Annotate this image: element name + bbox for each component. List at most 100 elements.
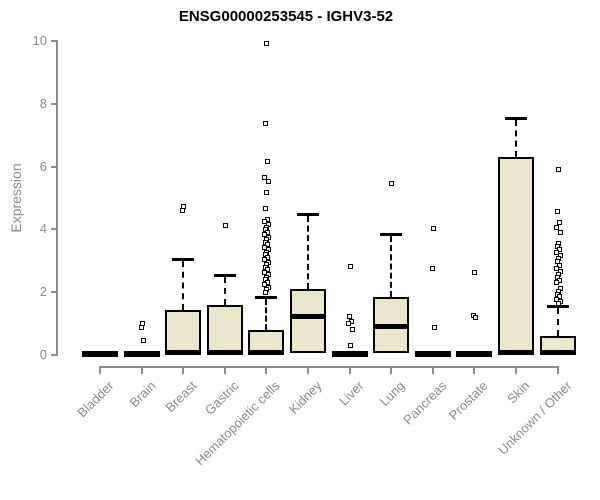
whisker [265, 299, 268, 330]
outlier-point [556, 247, 562, 252]
outlier-point [262, 219, 268, 224]
x-tick [348, 366, 351, 374]
outlier-point [553, 250, 559, 255]
outlier-point [180, 208, 186, 213]
x-tick [431, 366, 434, 374]
y-tick [51, 354, 56, 356]
y-axis-line [56, 40, 58, 356]
y-tick-label: 2 [39, 284, 47, 300]
x-tick [515, 366, 517, 374]
whisker-cap [297, 213, 319, 216]
outlier-point [555, 167, 561, 172]
outlier-point [140, 338, 146, 343]
flat-box [456, 351, 493, 357]
outlier-point [430, 226, 436, 231]
outlier-point [556, 294, 562, 299]
outlier-point [556, 263, 562, 268]
outlier-point [263, 290, 269, 295]
whisker-cap [172, 258, 195, 261]
outlier-point [265, 267, 271, 272]
y-tick [51, 102, 56, 105]
x-tick [473, 366, 476, 374]
outlier-point [262, 282, 268, 287]
whisker [223, 277, 226, 305]
outlier-point [265, 242, 271, 247]
whisker [182, 261, 185, 310]
whisker-cap [380, 233, 403, 236]
x-tick [223, 366, 226, 374]
box [206, 305, 243, 354]
outlier-point [349, 327, 355, 332]
outlier-point [346, 314, 352, 319]
whisker [390, 236, 393, 297]
outlier-point [264, 41, 270, 46]
median-line [290, 314, 326, 319]
outlier-point [553, 225, 559, 230]
outlier-point [266, 179, 272, 184]
x-axis-line [99, 366, 559, 368]
y-tick [51, 291, 56, 294]
median-line [498, 350, 534, 355]
flat-box [123, 351, 160, 357]
outlier-point [553, 266, 559, 271]
whisker-cap [505, 117, 527, 120]
outlier-point [389, 181, 395, 186]
x-tick [140, 366, 143, 374]
outlier-point [553, 280, 559, 285]
outlier-point [347, 343, 353, 348]
y-tick-label: 10 [32, 33, 47, 48]
flat-box [82, 351, 118, 357]
median-line [206, 350, 243, 355]
outlier-point [262, 175, 268, 180]
outlier-point [263, 121, 269, 126]
whisker-cap [213, 274, 236, 277]
outlier-point [429, 266, 435, 271]
outlier-point [262, 232, 268, 237]
whisker [307, 216, 309, 289]
outlier-point [345, 321, 351, 326]
outlier-point [222, 223, 228, 228]
median-line [248, 350, 285, 355]
y-tick [51, 228, 56, 231]
outlier-point [557, 230, 563, 235]
box [165, 310, 202, 354]
outlier-point [556, 220, 562, 225]
x-tick [307, 366, 309, 374]
median-line [373, 324, 410, 329]
whisker-cap [255, 296, 278, 299]
whisker [556, 308, 559, 336]
y-axis-label: Expression [8, 163, 24, 233]
median-line [165, 350, 202, 355]
outlier-point [138, 325, 144, 330]
outlier-point [431, 325, 437, 330]
outlier-point [472, 270, 478, 275]
whisker [515, 120, 517, 157]
chart-title: ENSG00000253545 - IGHV3-52 [178, 8, 394, 25]
whisker-cap [546, 305, 569, 308]
y-tick [51, 40, 56, 42]
x-tick [390, 366, 393, 374]
outlier-point [347, 264, 353, 269]
x-tick [182, 366, 185, 374]
flat-box [331, 351, 368, 357]
outlier-point [473, 315, 479, 320]
outlier-point [262, 257, 268, 262]
median-line [539, 350, 576, 355]
y-tick-label: 6 [39, 158, 47, 174]
x-tick [556, 366, 559, 374]
y-tick-label: 0 [39, 347, 47, 362]
outlier-point [264, 190, 270, 195]
flat-box [414, 351, 451, 357]
outlier-point [555, 301, 561, 306]
box [498, 157, 534, 354]
y-tick-label: 8 [39, 95, 47, 111]
y-tick [51, 165, 56, 168]
outlier-point [265, 159, 271, 164]
y-tick-label: 4 [39, 221, 47, 237]
outlier-point [263, 206, 269, 211]
x-tick [265, 366, 268, 374]
x-tick [99, 366, 101, 374]
outlier-point [554, 209, 560, 214]
box [290, 289, 326, 353]
